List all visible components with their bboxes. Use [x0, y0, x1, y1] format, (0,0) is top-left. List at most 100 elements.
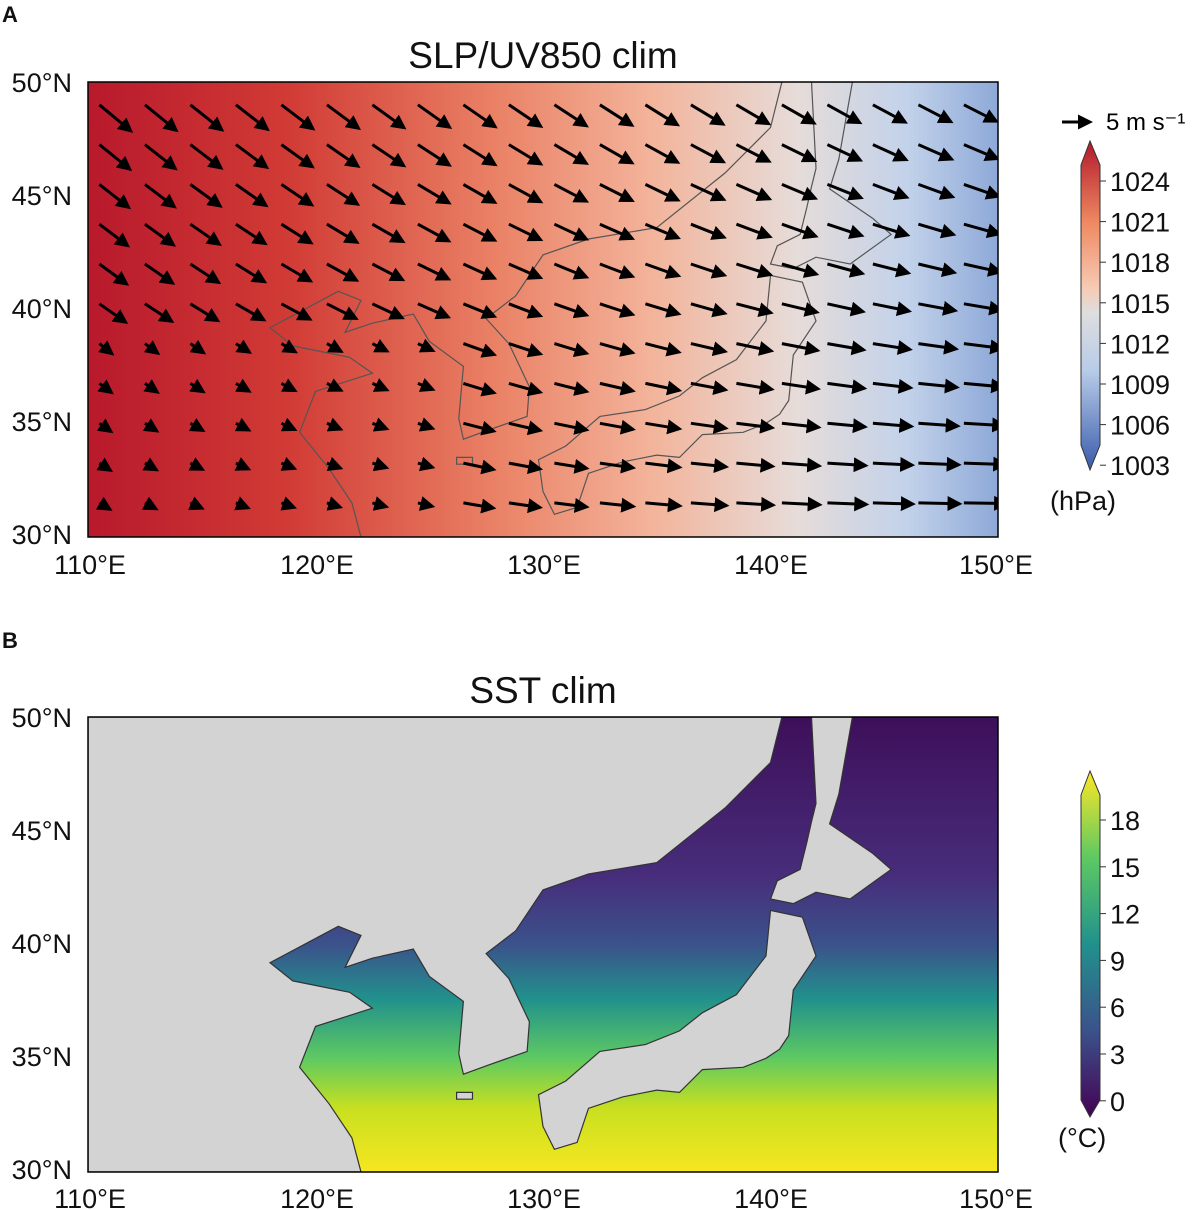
map-b-yticks: 50°N 45°N 40°N 35°N 30°N [12, 703, 72, 1185]
wind-vector-arrow [371, 302, 405, 320]
wind-vector-arrow [872, 496, 916, 512]
wind-vector-arrow [827, 262, 866, 278]
wind-vector-arrow [462, 262, 498, 281]
land-polygon [456, 1091, 474, 1100]
ytick: 30°N [12, 1155, 72, 1185]
colorbar-tick-label: 6 [1110, 993, 1125, 1023]
wind-vector-arrow [463, 459, 497, 475]
colorbar-tick-label: 1018 [1110, 248, 1170, 278]
wind-vector-arrow [143, 103, 179, 133]
wind-vector-arrow [326, 103, 362, 131]
xtick: 150°E [959, 550, 1033, 580]
wind-vector-arrow [690, 380, 729, 395]
colorbar-tick-label: 15 [1110, 853, 1140, 883]
wind-vector-arrow [599, 222, 636, 241]
wind-vector-arrow [98, 302, 129, 324]
wind-vector-arrow [963, 103, 998, 123]
wind-vector-arrow [553, 262, 590, 280]
colorbar-tick-label: 18 [1110, 806, 1140, 836]
wind-vector-arrow [918, 339, 960, 355]
land-polygon [537, 909, 817, 1151]
wind-vector-arrow [96, 418, 114, 434]
wind-vector-arrow [189, 262, 222, 285]
wind-vector-arrow [781, 143, 818, 163]
ytick: 50°N [12, 703, 72, 733]
map-a-xticks: 110°E 120°E 130°E 140°E 150°E [54, 550, 1033, 580]
wind-vector-arrow [872, 262, 912, 278]
wind-vector-arrow [690, 262, 728, 279]
wind-vector-arrow [735, 262, 774, 279]
wind-vector-arrow [963, 456, 998, 472]
wind-vector-arrow [98, 183, 132, 210]
wind-vector-arrow [872, 182, 910, 201]
wind-vector-arrow [97, 340, 115, 356]
wind-vector-arrow [963, 143, 998, 161]
wind-vector-arrow [143, 379, 160, 394]
wind-vector-arrow [235, 222, 268, 246]
wind-vector-arrow [872, 222, 911, 239]
wind-vector-arrow [644, 183, 681, 202]
panel-label-a: A [2, 2, 18, 27]
wind-vector-arrow [508, 381, 544, 397]
wind-vector-arrow [280, 262, 314, 283]
wind-vector-arrow [554, 458, 590, 474]
wind-vector-arrow [644, 222, 681, 241]
wind-vector-arrow [827, 301, 866, 317]
wind-vector-arrow [599, 183, 635, 202]
wind-vector-arrow [918, 262, 958, 278]
xtick: 130°E [507, 550, 581, 580]
wind-vector-arrow [97, 379, 114, 395]
colorbar-tick-label: 1006 [1110, 411, 1170, 441]
wind-vector-arrow [553, 302, 590, 319]
wind-vector-arrow [645, 497, 683, 513]
wind-vector-arrow [326, 143, 361, 169]
wind-vector-arrow [463, 498, 497, 514]
ytick: 50°N [12, 68, 72, 98]
wind-vector-arrow [234, 417, 252, 432]
wind-vector-arrow [462, 222, 498, 242]
wind-vector-arrow [645, 380, 683, 396]
wind-vector-arrow [644, 262, 682, 279]
map-a-frame [87, 81, 999, 538]
wind-vector-arrow [326, 222, 360, 244]
wind-vector-arrow [736, 302, 774, 317]
wind-vector-arrow [462, 103, 498, 129]
wind-vector-arrow [326, 183, 361, 206]
land-mask [88, 717, 893, 1172]
wind-vector-arrow [690, 183, 727, 202]
wind-vector-arrow [326, 378, 344, 392]
wind-vector-arrow [417, 183, 452, 205]
wind-vector-arrow [872, 456, 916, 472]
wind-vector-arrow [690, 497, 730, 513]
wind-vector-arrow [917, 222, 957, 239]
wind-vector-arrow [462, 143, 498, 167]
wind-vector-arrow [508, 498, 543, 514]
wind-vector-arrow [417, 143, 452, 167]
wind-vector-arrow [872, 340, 913, 355]
wind-vector-arrow [417, 496, 436, 511]
wind-vector-arrow [553, 103, 589, 128]
wind-vector-arrow [98, 262, 130, 286]
wind-vector-arrow [644, 103, 681, 127]
wind-vector-arrow [508, 459, 544, 475]
wind-vector-arrow [736, 418, 776, 434]
wind-vector-arrow [417, 456, 436, 472]
wind-vector-arrow [917, 103, 954, 124]
wind-vector-arrow [144, 222, 177, 247]
wind-vector-arrow [280, 103, 316, 131]
wind-vector-arrow [462, 302, 498, 319]
xtick: 120°E [280, 550, 354, 580]
colorbar-a-units: (hPa) [1050, 486, 1116, 516]
wind-vector-arrow [735, 143, 772, 163]
wind-vector-arrow [554, 497, 590, 513]
wind-vector-arrow [963, 262, 998, 277]
land-polygon [88, 717, 783, 1172]
wind-vector-arrow [235, 302, 267, 322]
wind-vector-arrow [462, 381, 497, 397]
wind-vector-arrow [98, 223, 131, 248]
wind-vector-arrow [918, 378, 960, 394]
wind-vector-arrow [188, 457, 206, 471]
wind-vector-arrow [417, 378, 436, 392]
wind-vector-arrow [735, 183, 773, 201]
wind-vector-arrow [644, 143, 681, 164]
